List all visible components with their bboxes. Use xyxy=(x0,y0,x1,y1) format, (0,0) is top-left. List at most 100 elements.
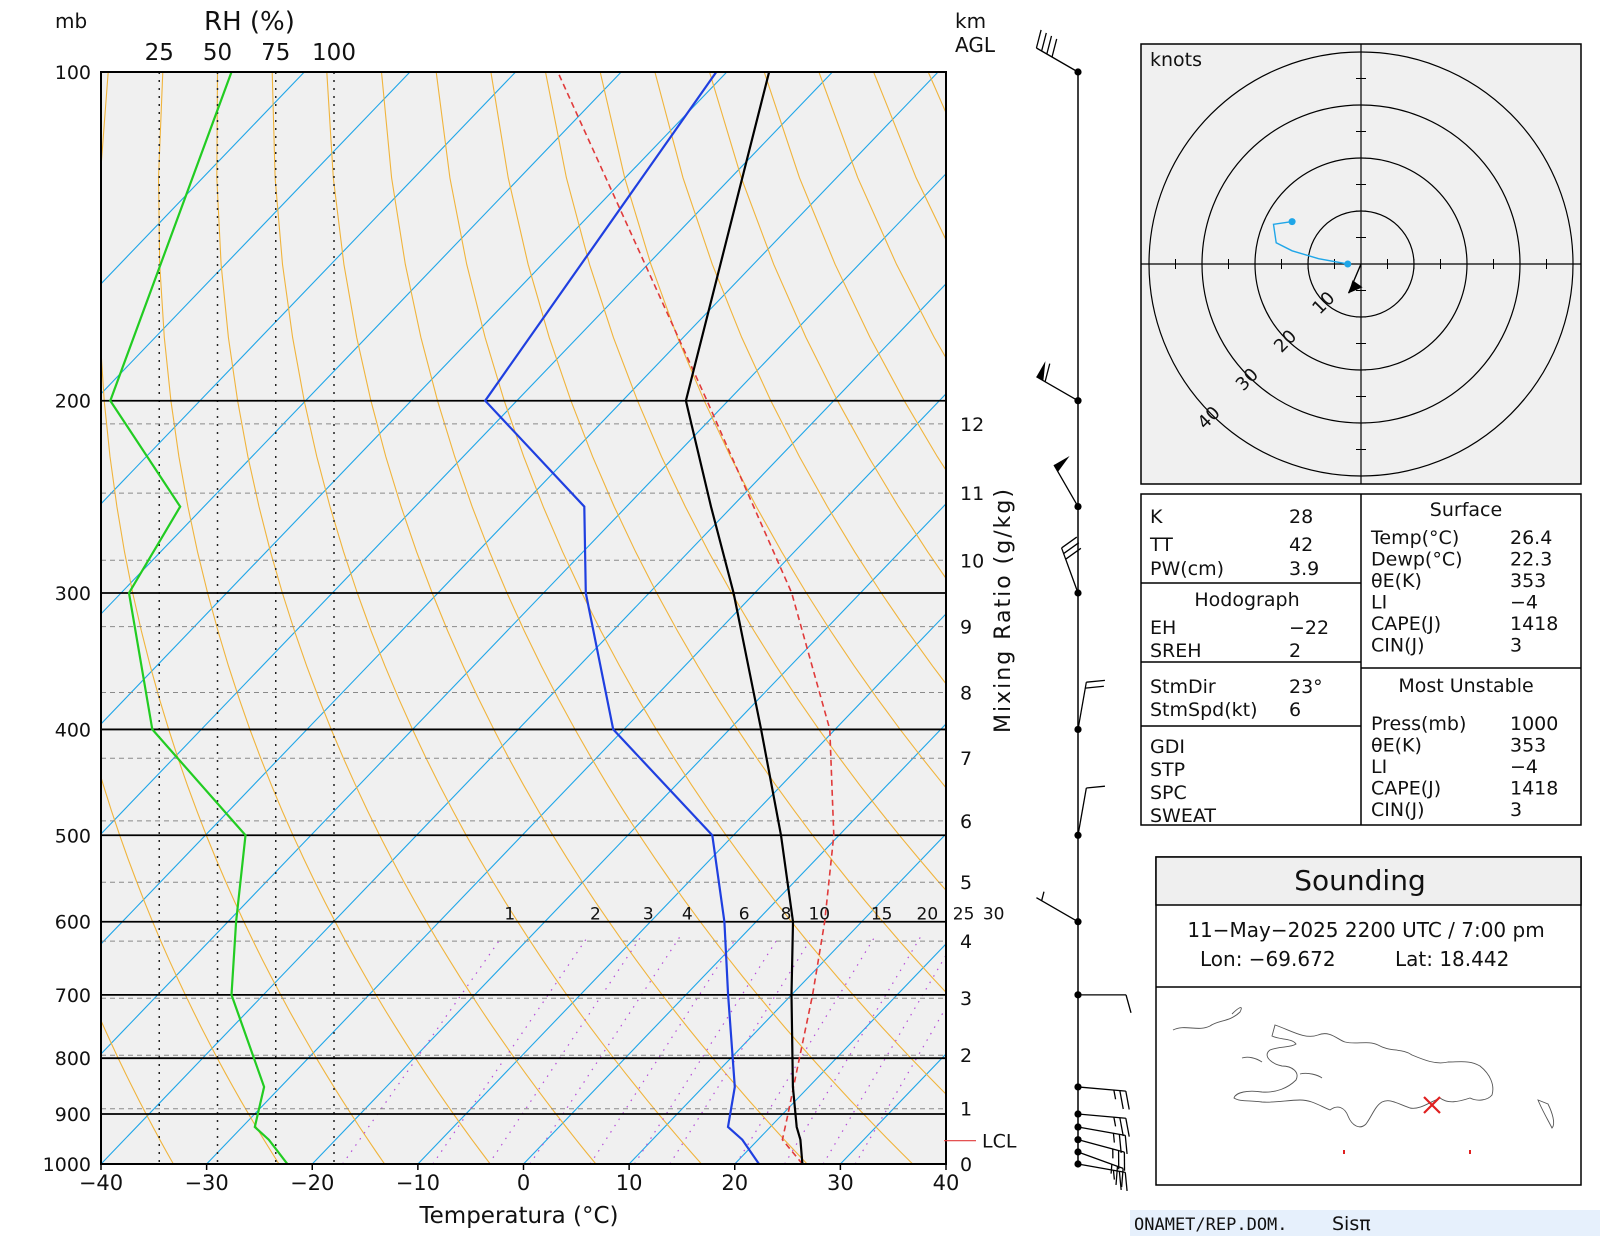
dry-adiabat-line xyxy=(544,72,946,892)
wind-barb-flag xyxy=(1120,1168,1124,1188)
isotherm-line xyxy=(101,172,946,1055)
indices-table: K 28 TT 42 PW(cm) 3.9 Hodograph EH −22 S… xyxy=(1140,493,1582,827)
wind-barb-flag xyxy=(1085,685,1104,689)
wind-barb-flag xyxy=(1046,35,1053,55)
dry-adiabat-line xyxy=(435,72,946,1095)
isotherm-line xyxy=(101,282,946,1164)
hodograph-section-title: Hodograph xyxy=(1194,589,1299,611)
wind-barb-pennant xyxy=(1054,455,1070,472)
wind-barb-staff xyxy=(1077,682,1087,730)
unstable-index-label: CAPE(J) xyxy=(1371,778,1441,800)
wind-barb-flag xyxy=(1061,536,1078,549)
mixing-ratio-label: 25 xyxy=(953,905,975,925)
isotherm-line xyxy=(206,393,946,1164)
dewpoint-profile-line xyxy=(483,72,760,1164)
dry-adiabat-line xyxy=(271,72,702,1164)
hodograph-start-point xyxy=(1344,260,1352,268)
agl-unit-label: AGL xyxy=(955,33,996,57)
surface-index-label: Temp(°C) xyxy=(1370,527,1459,549)
pressure-tick-label: 700 xyxy=(55,985,91,1007)
rh-tick-label: 25 xyxy=(145,40,174,66)
wind-barb-staff xyxy=(1053,464,1079,507)
mixing-ratio-label: 20 xyxy=(917,905,939,925)
wind-barb-staff xyxy=(1036,897,1079,923)
surface-index-label: Dewp(°C) xyxy=(1371,549,1463,571)
wind-barb-pennant xyxy=(1036,361,1046,381)
temperature-tick-label: −30 xyxy=(184,1171,228,1195)
footer-brand: Sisπ xyxy=(1332,1213,1371,1235)
isotherm-line xyxy=(101,72,516,505)
mixing-ratio-label: 2 xyxy=(590,905,601,925)
storm-motion-arrowhead-icon xyxy=(1348,280,1363,294)
wind-barb-flag xyxy=(1119,1090,1124,1110)
dry-adiabat-line xyxy=(654,72,946,685)
wind-barb-flag xyxy=(1125,1118,1130,1137)
pressure-tick-label: 500 xyxy=(55,825,91,847)
barb-level-dot xyxy=(1074,725,1082,734)
pressure-tick-label: 800 xyxy=(55,1048,91,1070)
wind-barb-staff xyxy=(1077,1139,1125,1153)
location-map xyxy=(1172,1007,1555,1129)
index-stp-label: STP xyxy=(1150,759,1185,781)
unstable-index-label: Press(mb) xyxy=(1371,713,1466,735)
index-sweat-label: SWEAT xyxy=(1150,805,1216,827)
pressure-tick-label: 900 xyxy=(55,1104,91,1126)
hodograph-unit-label: knots xyxy=(1150,49,1202,71)
hodograph-trace xyxy=(1272,220,1348,265)
height-tick-label: 3 xyxy=(960,988,972,1010)
unstable-section-title: Most Unstable xyxy=(1398,675,1533,697)
index-tt-label: TT xyxy=(1149,534,1173,556)
dry-adiabat-line xyxy=(157,72,491,1164)
sounding-info-box: Sounding 11−May−2025 2200 UTC / 7:00 pm … xyxy=(1155,856,1582,1186)
mixing-ratio-title: Mixing Ratio (g/kg) xyxy=(991,487,1016,733)
mixing-ratio-line xyxy=(342,936,503,1164)
index-gdi-label: GDI xyxy=(1150,736,1185,758)
index-stmdir-value: 23° xyxy=(1289,676,1323,698)
wind-barb-staff xyxy=(1077,1151,1124,1170)
sounding-lat: Lat: 18.442 xyxy=(1395,947,1509,971)
wind-barb-halfflag xyxy=(1112,1170,1115,1180)
index-spc-label: SPC xyxy=(1150,782,1187,804)
dry-adiabat-line xyxy=(326,72,808,1164)
height-tick-label: 10 xyxy=(960,550,984,572)
temperature-tick-label: −40 xyxy=(79,1171,123,1195)
wind-barb-flag xyxy=(1125,994,1132,1014)
wind-barb-flag xyxy=(1086,679,1105,683)
dry-adiabat-line xyxy=(708,72,946,580)
wind-barb-staff xyxy=(1060,547,1079,594)
pressure-tick-label: 400 xyxy=(55,719,91,741)
wind-barb-flag xyxy=(1125,1090,1130,1110)
rh-tick-label: 50 xyxy=(203,40,232,66)
isotherm-line xyxy=(101,72,622,615)
mixing-ratio-label: 8 xyxy=(781,905,792,925)
location-marker-icon xyxy=(1423,1096,1441,1114)
wind-barb-flag xyxy=(1124,1135,1128,1155)
wind-barb-flag xyxy=(1051,38,1058,58)
isotherm-line xyxy=(101,72,305,285)
wind-barb-staff xyxy=(1077,1126,1126,1137)
mixing-ratio-label: 4 xyxy=(682,905,693,925)
dry-adiabat-line xyxy=(380,72,914,1164)
index-stmspd-label: StmSpd(kt) xyxy=(1150,699,1257,721)
surface-index-value: −4 xyxy=(1510,592,1538,614)
wind-barb-flag xyxy=(1044,363,1051,382)
wind-barb-staff xyxy=(1077,1113,1126,1119)
wind-barb-halfflag xyxy=(1040,891,1045,901)
sounding-lon: Lon: −69.672 xyxy=(1200,947,1336,971)
mixing-ratio-label: 30 xyxy=(983,905,1005,925)
plot-background xyxy=(101,72,946,1164)
unstable-index-value: −4 xyxy=(1510,756,1538,778)
isotherm-line xyxy=(628,833,946,1164)
unstable-index-label: CIN(J) xyxy=(1371,799,1425,821)
surface-index-value: 22.3 xyxy=(1510,549,1552,571)
rh-profile-line xyxy=(109,72,289,1164)
pressure-tick-label: 1000 xyxy=(43,1154,91,1176)
isotherm-line xyxy=(101,72,728,725)
mixing-ratio-line xyxy=(488,936,641,1164)
wind-barb-flag xyxy=(1063,542,1080,555)
surface-section-title: Surface xyxy=(1430,499,1502,521)
height-tick-label: 2 xyxy=(960,1045,972,1067)
parcel-path-line xyxy=(557,72,835,1164)
